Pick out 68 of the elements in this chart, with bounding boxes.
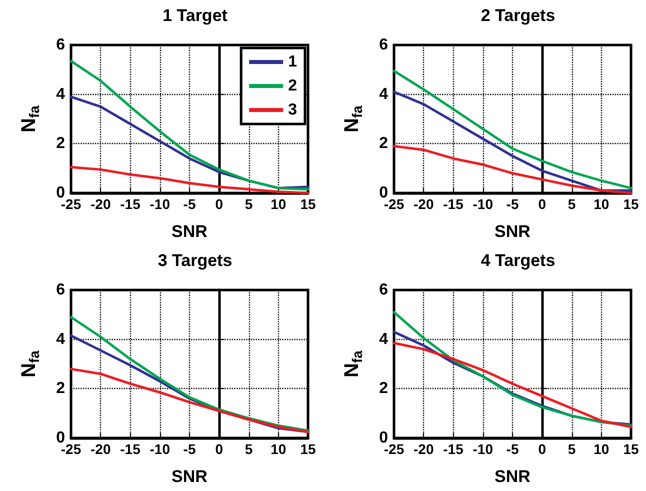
y-tick-label: 4	[379, 86, 388, 103]
y-axis-title: Nfa	[341, 105, 365, 132]
x-tick-label: -10	[150, 441, 170, 457]
x-tick-label: 10	[594, 441, 610, 457]
x-tick-label: -15	[443, 441, 464, 457]
y-tick-label: 6	[56, 36, 66, 54]
x-axis-title: SNR	[172, 222, 208, 241]
x-tick-label: 5	[568, 441, 576, 457]
chart-title: 3 Targets	[158, 251, 232, 270]
chart-title: 4 Targets	[480, 251, 556, 270]
y-tick-label: 6	[379, 36, 388, 54]
x-tick-label: 15	[623, 196, 639, 212]
x-tick-label: -5	[506, 196, 519, 212]
x-tick-label: -20	[90, 441, 111, 457]
y-tick-label: 2	[56, 380, 66, 398]
y-tick-label: 4	[56, 86, 66, 103]
x-tick-label: 15	[300, 196, 316, 212]
x-tick-label: 0	[215, 196, 224, 212]
x-tick-label: -15	[120, 441, 141, 457]
line-series	[70, 368, 310, 434]
x-tick-label: 10	[270, 441, 286, 457]
x-tick-label: -20	[414, 196, 434, 212]
legend-label: 3	[288, 102, 298, 118]
x-tick-label: -20	[414, 441, 434, 457]
x-tick-label: -15	[443, 196, 464, 212]
y-tick-label: 6	[379, 282, 388, 298]
y-axis-title: Nfa	[18, 105, 42, 132]
x-tick-label: 5	[244, 441, 253, 457]
y-tick-label: 0	[379, 430, 388, 446]
x-tick-label: -5	[183, 196, 196, 212]
x-tick-label: 5	[568, 196, 576, 212]
line-series	[392, 144, 632, 194]
line-series	[392, 70, 632, 190]
x-tick-label: -10	[472, 441, 494, 457]
x-tick-label: -5	[183, 441, 196, 457]
legend-label: 2	[288, 78, 298, 94]
y-tick-label: 0	[379, 184, 388, 202]
chart-title: 1 Target	[162, 6, 228, 25]
x-tick-label: 10	[270, 196, 286, 212]
x-tick-label: -10	[150, 196, 170, 212]
y-tick-label: 0	[56, 430, 66, 446]
y-axis-title: Nfa	[341, 350, 365, 378]
y-tick-label: 4	[56, 330, 66, 348]
x-axis-title: SNR	[494, 467, 530, 486]
chart-title: 2 Targets	[480, 6, 556, 25]
x-tick-label: 0	[215, 441, 224, 457]
y-tick-label: 2	[379, 380, 388, 398]
x-tick-label: 0	[538, 196, 546, 212]
x-tick-label: 0	[538, 441, 546, 457]
line-series	[70, 166, 310, 194]
x-tick-label: 15	[300, 441, 316, 457]
x-axis-title: SNR	[494, 222, 530, 241]
line-series	[392, 90, 632, 192]
x-tick-label: -15	[120, 196, 141, 212]
y-tick-label: 0	[56, 184, 66, 202]
x-tick-label: 10	[594, 196, 610, 212]
y-tick-label: 4	[379, 330, 388, 348]
x-tick-label: 15	[623, 441, 639, 457]
y-tick-label: 2	[56, 135, 66, 152]
x-tick-label: -20	[90, 196, 111, 212]
x-tick-label: 5	[244, 196, 253, 212]
x-tick-label: -5	[506, 441, 519, 457]
x-axis-title: SNR	[172, 467, 208, 486]
y-tick-label: 6	[56, 282, 66, 298]
legend-label: 1	[288, 54, 298, 70]
y-tick-label: 2	[379, 135, 388, 152]
y-axis-title: Nfa	[18, 350, 42, 378]
x-tick-label: -10	[472, 196, 494, 212]
